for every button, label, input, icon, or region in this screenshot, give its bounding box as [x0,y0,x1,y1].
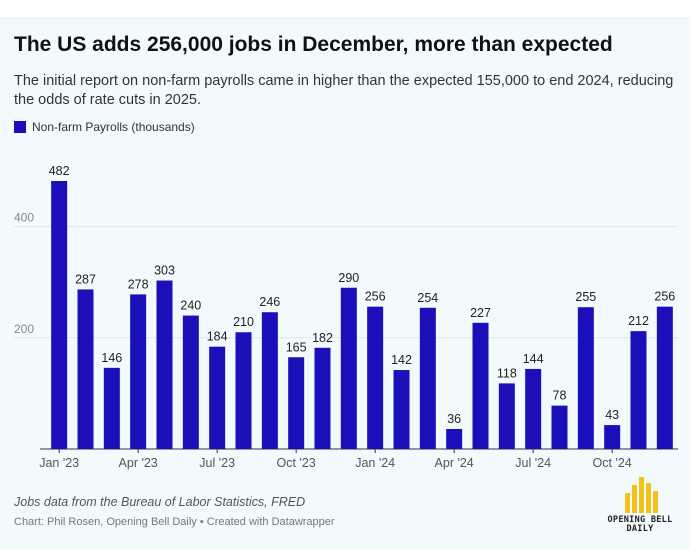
bar-value-label: 36 [447,412,461,426]
bar-value-label: 227 [470,306,491,320]
bar-value-label: 254 [417,291,438,305]
bar-value-label: 256 [365,290,386,304]
bar [209,346,226,449]
bar-value-label: 118 [497,366,517,380]
logo-text: OPENING BELL DAILY [598,516,682,534]
bar-value-label: 246 [259,295,280,309]
x-tick-label: Jul '23 [199,456,235,470]
x-tick-label: Jul '24 [515,456,551,470]
bar [51,181,68,449]
bar-value-label: 255 [575,290,596,304]
bar [656,306,673,449]
bar-value-label: 182 [312,331,333,345]
bar-value-label: 142 [391,353,412,367]
bar-value-label: 144 [523,352,544,366]
x-tick-label: Oct '24 [593,456,632,470]
bar-value-label: 146 [101,351,122,365]
x-tick-label: Apr '23 [119,456,158,470]
legend: Non-farm Payrolls (thousands) [14,120,195,134]
y-tick-label: 400 [14,211,34,225]
bar-value-label: 165 [286,340,307,354]
bar [103,367,120,449]
opening-bell-logo: OPENING BELL DAILY [598,477,682,541]
bar [577,307,594,449]
bar [182,315,199,449]
bar [340,287,357,449]
bar-value-label: 482 [49,164,70,178]
bar [235,332,252,449]
bar-value-label: 210 [233,315,254,329]
legend-swatch [14,121,26,133]
bar [261,312,278,449]
source-notes: Jobs data from the Bureau of Labor Stati… [14,495,306,509]
bar-value-label: 303 [154,264,175,278]
chart-title: The US adds 256,000 jobs in December, mo… [14,33,613,56]
legend-label: Non-farm Payrolls (thousands) [32,120,195,134]
y-tick-label: 200 [14,322,34,336]
logo-line-2: DAILY [626,524,654,534]
bar-chart: 200 400 482 287 146 278 303 240 184 210 246 165 182 2… [14,164,678,470]
bar-value-label: 43 [605,408,619,422]
bar [525,368,542,449]
x-tick-label: Oct '23 [277,456,316,470]
bar [604,425,621,449]
chart-card: The US adds 256,000 jobs in December, mo… [0,18,690,549]
x-tick-label: Jan '23 [39,456,79,470]
bar-value-label: 287 [75,272,96,286]
bar-value-label: 240 [180,299,201,313]
bar [498,383,515,449]
bar-value-label: 212 [628,314,649,328]
chart-subtitle: The initial report on non-farm payrolls … [14,73,674,108]
bar-value-label: 256 [654,290,675,304]
bar [419,307,436,449]
bar [367,306,384,449]
bar [288,357,305,449]
bar [472,322,489,449]
bell-bars-icon [625,477,658,513]
bar-value-label: 78 [553,389,567,403]
x-tick-label: Apr '24 [435,456,474,470]
x-tick-label: Jan '24 [355,456,395,470]
bar [551,405,568,449]
bar [446,428,463,449]
chart-credit: Chart: Phil Rosen, Opening Bell Daily • … [14,516,335,528]
bar-value-label: 184 [207,330,228,344]
bar [630,331,647,449]
bar [156,280,173,449]
bar [130,294,147,449]
bar [77,289,94,449]
bar-value-label: 290 [338,271,359,285]
bar [393,370,410,449]
bar [314,347,331,449]
logo-line-1: OPENING BELL [607,515,673,525]
bar-value-label: 278 [128,277,149,291]
